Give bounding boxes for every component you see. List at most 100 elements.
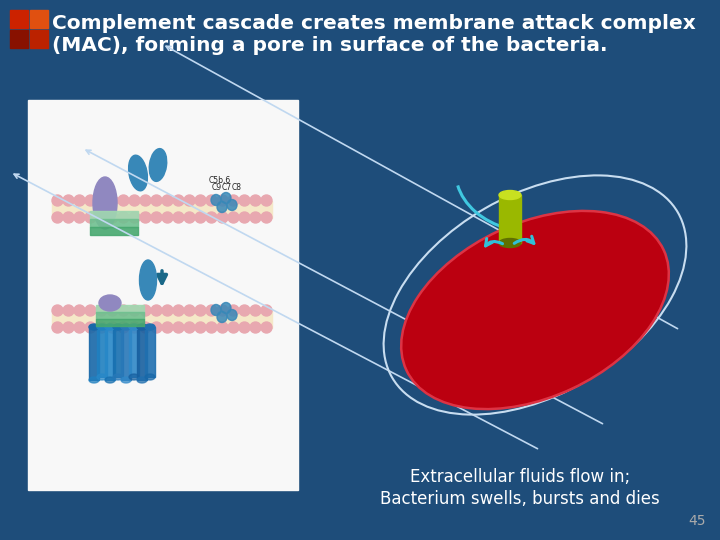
Ellipse shape	[97, 324, 107, 330]
Circle shape	[96, 195, 107, 206]
Circle shape	[140, 305, 151, 316]
Circle shape	[107, 212, 118, 223]
Circle shape	[173, 305, 184, 316]
Circle shape	[195, 305, 206, 316]
Bar	[121, 327, 131, 380]
Ellipse shape	[221, 302, 231, 314]
Circle shape	[173, 195, 184, 206]
Bar	[90, 219, 138, 227]
Circle shape	[52, 322, 63, 333]
Circle shape	[162, 195, 173, 206]
Bar	[30, 10, 48, 28]
Ellipse shape	[97, 374, 107, 380]
Circle shape	[63, 195, 74, 206]
Bar	[90, 211, 138, 219]
Text: Bacterium swells, bursts and dies: Bacterium swells, bursts and dies	[380, 490, 660, 508]
Circle shape	[85, 305, 96, 316]
Circle shape	[217, 195, 228, 206]
Bar	[137, 327, 147, 380]
Text: C5b,6: C5b,6	[209, 176, 231, 185]
Circle shape	[206, 212, 217, 223]
Ellipse shape	[99, 295, 121, 311]
Ellipse shape	[211, 194, 221, 206]
Circle shape	[173, 322, 184, 333]
Circle shape	[261, 212, 272, 223]
Bar	[96, 319, 144, 326]
Bar	[499, 195, 521, 243]
Circle shape	[129, 212, 140, 223]
Circle shape	[195, 322, 206, 333]
Circle shape	[217, 212, 228, 223]
Bar	[96, 305, 144, 312]
Text: C7: C7	[222, 183, 232, 192]
Bar	[28, 100, 298, 490]
Circle shape	[206, 195, 217, 206]
Circle shape	[184, 305, 195, 316]
Circle shape	[129, 322, 140, 333]
Circle shape	[217, 305, 228, 316]
Circle shape	[85, 212, 96, 223]
Circle shape	[52, 195, 63, 206]
Circle shape	[63, 322, 74, 333]
Bar	[10, 10, 28, 28]
Ellipse shape	[227, 309, 237, 321]
Circle shape	[184, 322, 195, 333]
Ellipse shape	[227, 199, 237, 211]
Ellipse shape	[129, 324, 139, 330]
Circle shape	[184, 195, 195, 206]
Ellipse shape	[499, 191, 521, 199]
Circle shape	[118, 305, 129, 316]
Circle shape	[140, 322, 151, 333]
Circle shape	[74, 195, 85, 206]
Circle shape	[184, 212, 195, 223]
Ellipse shape	[137, 324, 147, 330]
Ellipse shape	[105, 324, 115, 330]
Ellipse shape	[211, 305, 221, 315]
Circle shape	[228, 322, 239, 333]
Circle shape	[162, 212, 173, 223]
Text: Extracellular fluids flow in;: Extracellular fluids flow in;	[410, 468, 630, 486]
Text: 45: 45	[688, 514, 706, 528]
Circle shape	[239, 195, 250, 206]
Ellipse shape	[113, 374, 123, 380]
Circle shape	[74, 322, 85, 333]
Circle shape	[206, 322, 217, 333]
Circle shape	[118, 195, 129, 206]
Circle shape	[85, 195, 96, 206]
Ellipse shape	[137, 377, 147, 383]
Circle shape	[74, 305, 85, 316]
Ellipse shape	[129, 155, 148, 191]
Bar	[113, 327, 123, 377]
Circle shape	[151, 195, 162, 206]
Circle shape	[228, 195, 239, 206]
Bar	[52, 200, 272, 218]
Ellipse shape	[221, 192, 231, 204]
Circle shape	[151, 322, 162, 333]
Circle shape	[118, 322, 129, 333]
Circle shape	[261, 195, 272, 206]
Circle shape	[261, 322, 272, 333]
Bar	[30, 30, 48, 48]
Text: (MAC), forming a pore in surface of the bacteria.: (MAC), forming a pore in surface of the …	[52, 36, 608, 55]
Ellipse shape	[217, 312, 227, 322]
Ellipse shape	[121, 377, 131, 383]
Ellipse shape	[113, 324, 123, 330]
Circle shape	[151, 305, 162, 316]
Bar	[89, 327, 99, 380]
Circle shape	[107, 305, 118, 316]
Ellipse shape	[217, 201, 227, 213]
Circle shape	[250, 195, 261, 206]
Circle shape	[162, 322, 173, 333]
Circle shape	[107, 195, 118, 206]
Circle shape	[96, 322, 107, 333]
Circle shape	[140, 195, 151, 206]
Text: C9: C9	[212, 183, 222, 192]
Circle shape	[250, 305, 261, 316]
Circle shape	[118, 212, 129, 223]
Circle shape	[129, 195, 140, 206]
Circle shape	[129, 305, 140, 316]
Bar	[105, 327, 115, 380]
Ellipse shape	[89, 324, 99, 330]
Ellipse shape	[140, 260, 156, 300]
Circle shape	[63, 305, 74, 316]
